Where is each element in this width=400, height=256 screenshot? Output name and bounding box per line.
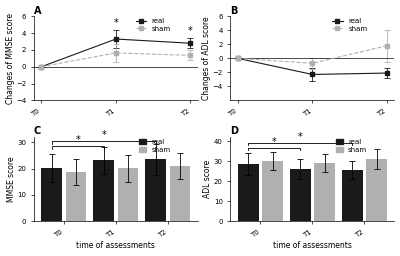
Text: *: * xyxy=(298,132,303,142)
X-axis label: time of assessments: time of assessments xyxy=(273,241,352,250)
Text: D: D xyxy=(230,126,238,136)
Legend: real, sham: real, sham xyxy=(332,18,367,31)
Bar xyxy=(290,169,311,221)
Legend: real, sham: real, sham xyxy=(336,139,367,153)
Bar xyxy=(93,161,114,221)
Bar xyxy=(41,168,62,221)
Text: B: B xyxy=(230,6,238,16)
Bar xyxy=(366,159,387,221)
Y-axis label: Changes of MMSE score: Changes of MMSE score xyxy=(6,13,14,104)
Text: *: * xyxy=(272,137,277,147)
Y-axis label: ADL score: ADL score xyxy=(203,160,212,198)
Bar xyxy=(66,172,86,221)
Text: *: * xyxy=(114,18,118,28)
Bar xyxy=(342,170,363,221)
Text: *: * xyxy=(188,26,193,36)
Bar xyxy=(238,164,259,221)
Legend: real, sham: real, sham xyxy=(139,139,171,153)
Y-axis label: MMSE score: MMSE score xyxy=(7,156,16,202)
Bar xyxy=(314,163,335,221)
Text: A: A xyxy=(34,6,41,16)
Bar xyxy=(145,159,166,221)
Legend: real, sham: real, sham xyxy=(136,18,171,31)
Text: C: C xyxy=(34,126,41,136)
Text: *: * xyxy=(101,130,106,140)
Bar xyxy=(118,168,138,221)
X-axis label: time of assessments: time of assessments xyxy=(76,241,155,250)
Bar xyxy=(262,161,283,221)
Y-axis label: Changes of ADL score: Changes of ADL score xyxy=(202,17,211,100)
Bar xyxy=(170,166,190,221)
Text: *: * xyxy=(75,135,80,145)
